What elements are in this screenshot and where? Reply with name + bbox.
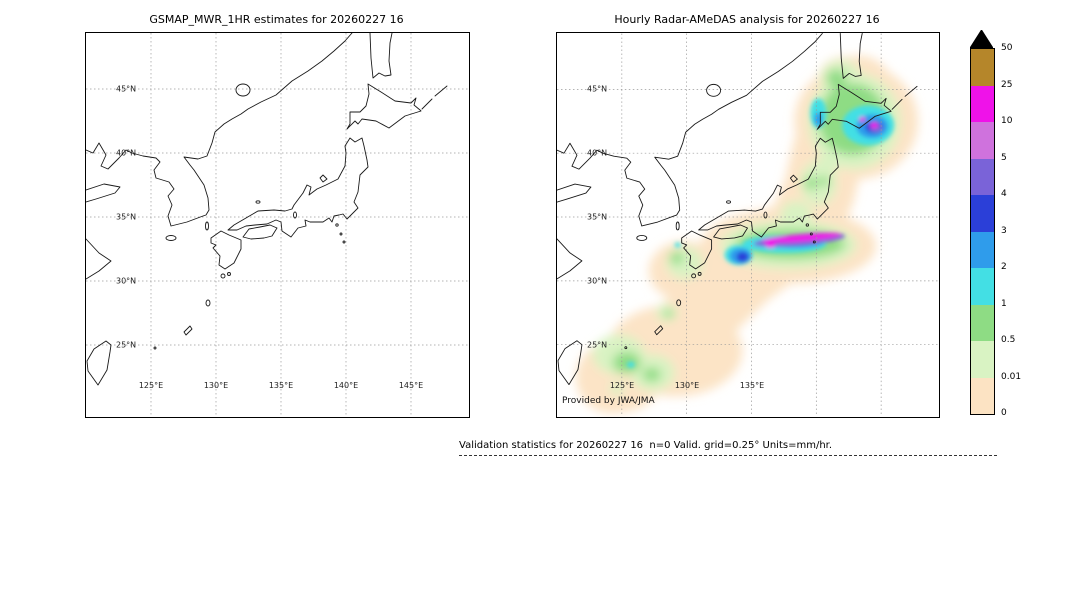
lat-label: 45°N xyxy=(116,84,137,94)
colorbar-scale xyxy=(970,48,995,415)
lon-label: 145°E xyxy=(398,381,424,390)
lon-label: 135°E xyxy=(739,381,765,390)
colorbar-tick: 0.01 xyxy=(1001,371,1022,382)
lon-label: 135°E xyxy=(268,381,294,390)
lat-label: 35°N xyxy=(116,212,137,222)
colorbar-overflow-triangle xyxy=(970,30,993,48)
colorbar-segment xyxy=(971,377,994,414)
provider-credit: Provided by JWA/JMA xyxy=(562,396,655,406)
gsmap-title: GSMAP_MWR_1HR estimates for 20260227 16 xyxy=(149,13,404,26)
colorbar-segment xyxy=(971,49,994,86)
colorbar-segment xyxy=(971,122,994,159)
lon-label: 125°E xyxy=(609,381,635,390)
colorbar-segment xyxy=(971,304,994,341)
lat-label: 30°N xyxy=(587,276,608,286)
validation-stats-text: Validation statistics for 20260227 16 n=… xyxy=(459,440,997,456)
colorbar-tick: 25 xyxy=(1001,79,1013,90)
lon-label: 130°E xyxy=(203,381,229,390)
lat-label: 35°N xyxy=(587,212,608,222)
colorbar-ticks: 50 25 10 5 4 3 2 1 0.5 0.01 0 xyxy=(1001,43,1061,418)
colorbar-segment xyxy=(971,85,994,122)
gsmap-map: 45°N 40°N 35°N 30°N 25°N 125°E 130°E 135… xyxy=(85,32,470,418)
colorbar-tick: 5 xyxy=(1001,152,1007,163)
colorbar-tick: 10 xyxy=(1001,116,1013,126)
colorbar-tick: 0.5 xyxy=(1001,335,1016,345)
colorbar-tick: 1 xyxy=(1001,298,1007,309)
colorbar-tick: 2 xyxy=(1001,262,1007,272)
lat-label: 45°N xyxy=(587,84,608,94)
lat-label: 40°N xyxy=(587,148,608,158)
colorbar-segment xyxy=(971,268,994,305)
colorbar-tick: 3 xyxy=(1001,225,1007,236)
lon-label: 140°E xyxy=(333,381,359,390)
radar-title: Hourly Radar-AMeDAS analysis for 2026022… xyxy=(614,13,880,26)
lon-label: 130°E xyxy=(674,381,700,390)
colorbar-tick: 0 xyxy=(1001,408,1007,418)
colorbar-tick: 50 xyxy=(1001,43,1013,53)
colorbar-tick: 4 xyxy=(1001,189,1007,199)
colorbar-segment xyxy=(971,231,994,268)
lat-label: 25°N xyxy=(587,340,608,350)
colorbar: 50 25 10 5 4 3 2 1 0.5 0.01 0 xyxy=(970,30,1070,430)
lat-label: 40°N xyxy=(116,148,137,158)
radar-basemap xyxy=(557,33,939,417)
precip-overlay xyxy=(575,55,919,414)
colorbar-segment xyxy=(971,195,994,232)
colorbar-segment xyxy=(971,158,994,195)
radar-map: 45°N 40°N 35°N 30°N 25°N 125°E 130°E 135… xyxy=(556,32,940,418)
lon-label: 125°E xyxy=(138,381,164,390)
colorbar-segment xyxy=(971,341,994,378)
lat-label: 30°N xyxy=(116,276,137,286)
gsmap-basemap xyxy=(86,33,469,417)
lat-label: 25°N xyxy=(116,340,137,350)
